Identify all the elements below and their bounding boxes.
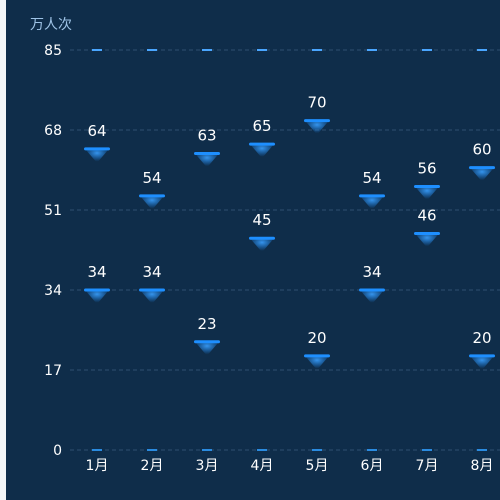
- data-marker: [84, 147, 110, 151]
- marker-glow: [85, 290, 109, 304]
- data-label: 23: [197, 315, 216, 333]
- data-marker: [304, 119, 330, 123]
- stems: [92, 49, 487, 451]
- data-marker: [304, 354, 330, 358]
- x-tick-label: 8月: [471, 458, 494, 474]
- marker-glow: [305, 355, 329, 370]
- data-marker: [139, 288, 165, 292]
- x-tick-label: 6月: [361, 458, 384, 474]
- marker-glow: [250, 144, 274, 159]
- data-marker: [249, 236, 275, 240]
- data-labels: 64 54 63 65 70 54 56 60 34 34 23 45 20 34 46 20: [87, 94, 491, 347]
- marker-glow: [140, 290, 164, 304]
- data-marker: [414, 184, 440, 188]
- marker-glow: [85, 148, 109, 163]
- data-label: 70: [307, 94, 326, 112]
- marker-glow: [140, 195, 164, 210]
- x-tick-label: 1月: [86, 458, 109, 474]
- data-marker: [139, 194, 165, 198]
- y-tick-label: 51: [44, 203, 62, 219]
- data-label: 54: [362, 169, 381, 187]
- grid-layer: [70, 49, 500, 451]
- x-tick-label: 7月: [416, 458, 439, 474]
- x-tick-label: 2月: [141, 458, 164, 474]
- marker-glow: [470, 355, 494, 370]
- y-tick-label: 34: [44, 283, 62, 299]
- data-marker: [469, 354, 495, 358]
- y-tick-label: 17: [44, 363, 62, 379]
- y-axis: 0 17 34 51 68 85: [44, 43, 62, 459]
- data-marker: [249, 142, 275, 146]
- y-tick-label: 68: [44, 123, 62, 139]
- marker-glow: [360, 290, 384, 304]
- marker-glow: [195, 153, 219, 168]
- data-label: 64: [87, 122, 106, 140]
- data-label: 34: [87, 263, 106, 281]
- y-axis-unit-label: 万人次: [30, 17, 72, 33]
- markers: [84, 119, 495, 370]
- chart-svg: 0 17 34 51 68 85 1月 2月 3月 4月 5月 6月 7月 8月 64 54 63 65 70 5…: [44, 43, 500, 474]
- x-tick-label: 3月: [196, 458, 219, 474]
- data-label: 60: [472, 141, 491, 159]
- x-tick-label: 4月: [251, 458, 274, 474]
- data-label: 34: [142, 263, 161, 281]
- data-marker: [194, 152, 220, 156]
- data-label: 34: [362, 263, 381, 281]
- data-marker: [469, 166, 495, 170]
- marker-glow: [415, 186, 439, 201]
- data-label: 20: [307, 329, 326, 347]
- data-label: 54: [142, 169, 161, 187]
- data-marker: [414, 232, 440, 236]
- marker-glow: [195, 341, 219, 356]
- data-label: 46: [417, 207, 436, 225]
- data-label: 45: [252, 211, 271, 229]
- data-label: 63: [197, 127, 216, 145]
- data-marker: [194, 340, 220, 344]
- data-marker: [359, 194, 385, 198]
- marker-glow: [470, 167, 494, 182]
- y-tick-label: 85: [44, 43, 62, 59]
- x-axis: 1月 2月 3月 4月 5月 6月 7月 8月: [86, 458, 494, 474]
- marker-glow: [360, 195, 384, 210]
- data-label: 20: [472, 329, 491, 347]
- data-marker: [84, 288, 110, 292]
- x-tick-label: 5月: [306, 458, 329, 474]
- y-tick-label: 0: [53, 443, 62, 459]
- data-label: 56: [417, 159, 436, 177]
- data-label: 65: [252, 117, 271, 135]
- data-marker: [359, 288, 385, 292]
- marker-glow: [415, 233, 439, 248]
- marker-glow: [305, 120, 329, 135]
- marker-glow: [250, 238, 274, 253]
